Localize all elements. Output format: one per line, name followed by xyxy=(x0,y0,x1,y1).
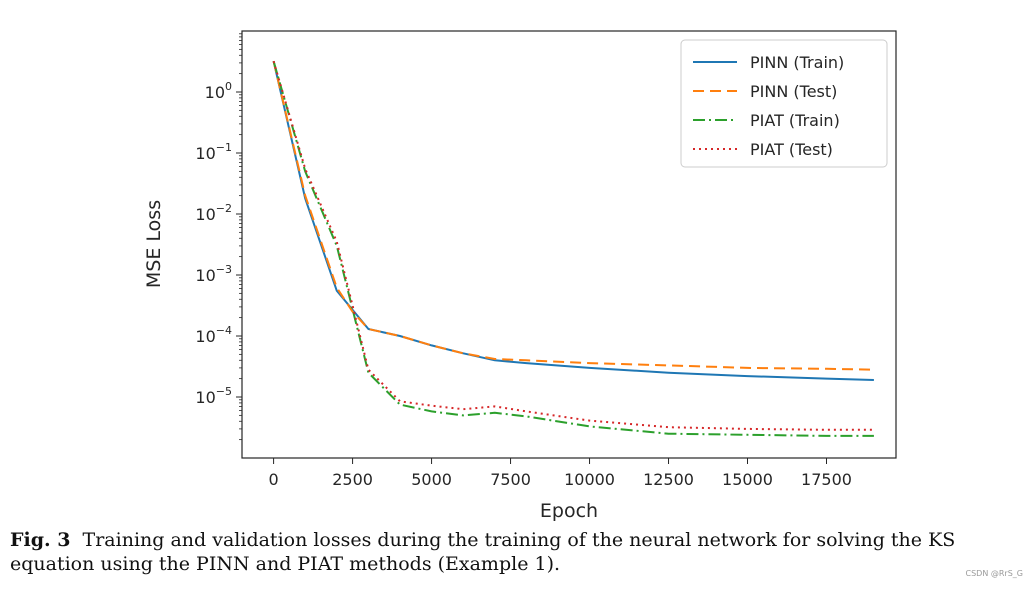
y-tick-label: 10−1 xyxy=(195,141,232,163)
legend-label: PIAT (Train) xyxy=(750,111,840,130)
y-tick-label: 10−4 xyxy=(195,324,232,346)
y-tick-label: 10−3 xyxy=(195,263,232,285)
x-axis-ticks: 0 2500 5000 7500 10000 12500 15000 17500 xyxy=(269,458,852,489)
legend-label: PINN (Test) xyxy=(750,82,837,101)
y-tick-label: 10−2 xyxy=(195,202,232,224)
x-axis-label: Epoch xyxy=(540,500,598,522)
figure-label: Fig. 3 xyxy=(10,529,71,551)
series-lines xyxy=(272,60,874,437)
y-axis-ticks: 100 10−1 10−2 10−3 10−4 10−5 xyxy=(195,33,242,441)
figure-caption: Fig. 3 Training and validation losses du… xyxy=(10,528,1025,576)
x-tick-label: 10000 xyxy=(564,470,615,489)
y-tick-label: 100 xyxy=(205,80,232,102)
x-tick-label: 7500 xyxy=(490,470,531,489)
y-axis-label: MSE Loss xyxy=(143,200,165,288)
legend-label: PIAT (Test) xyxy=(750,140,833,159)
legend-box xyxy=(680,39,888,168)
watermark: CSDN @RrS_G xyxy=(965,569,1023,578)
legend-label: PINN (Train) xyxy=(750,53,844,72)
x-tick-label: 5000 xyxy=(411,470,452,489)
chart: 0 2500 5000 7500 10000 12500 15000 17500 100 10−… xyxy=(143,30,897,522)
x-tick-label: 17500 xyxy=(801,470,852,489)
x-tick-label: 12500 xyxy=(643,470,694,489)
x-tick-label: 2500 xyxy=(332,470,373,489)
y-tick-label: 10−5 xyxy=(195,385,232,407)
x-tick-label: 0 xyxy=(269,470,279,489)
caption-text: Training and validation losses during th… xyxy=(10,529,956,575)
series-line-2 xyxy=(272,60,874,371)
legend: PINN (Train) PINN (Test) PIAT (Train) PIAT … xyxy=(680,39,888,168)
x-tick-label: 15000 xyxy=(722,470,773,489)
series-line-3 xyxy=(272,60,874,437)
